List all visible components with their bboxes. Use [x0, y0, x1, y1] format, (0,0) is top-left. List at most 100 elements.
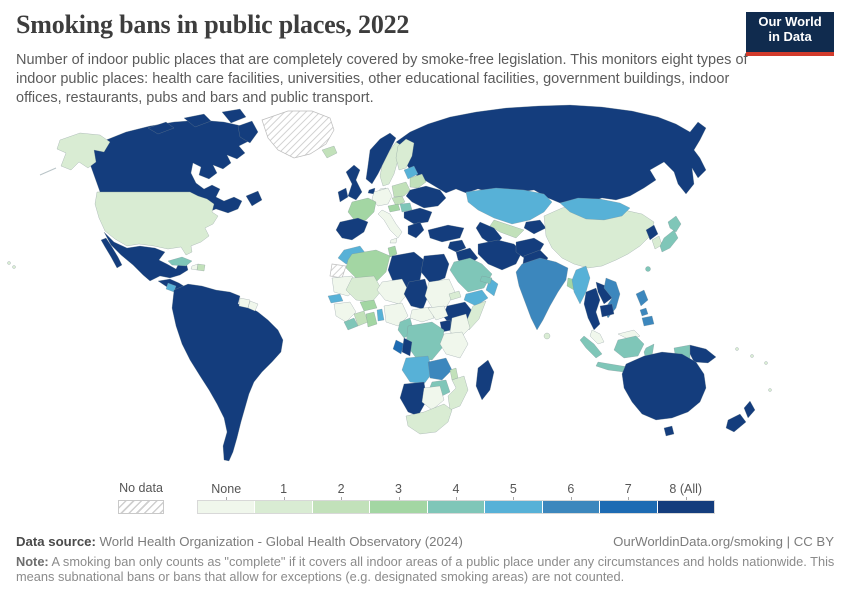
region-south-africa[interactable] [405, 403, 453, 435]
region-syria[interactable] [447, 239, 467, 253]
region-indonesia-kalimantan[interactable] [613, 335, 645, 359]
region-niger[interactable] [376, 278, 410, 305]
region-canada-newfoundland[interactable] [245, 190, 263, 207]
region-philippines-visayas[interactable] [639, 307, 649, 317]
legend-bin[interactable]: 5 [485, 482, 543, 513]
legend-no-data[interactable]: No data [118, 481, 164, 514]
region-sri-lanka[interactable] [543, 332, 551, 340]
region-pacific-4[interactable] [768, 388, 772, 392]
region-somalia[interactable] [466, 300, 487, 331]
region-burkina-faso[interactable] [359, 299, 378, 312]
region-zambia[interactable] [427, 357, 453, 381]
legend-bin[interactable]: 1 [255, 482, 313, 513]
region-japan-north[interactable] [667, 215, 682, 233]
region-australia[interactable] [621, 351, 707, 421]
region-north-korea[interactable] [645, 224, 659, 241]
region-ghana[interactable] [365, 311, 378, 328]
region-drc[interactable] [405, 321, 445, 361]
region-papua-new-guinea[interactable] [689, 344, 717, 364]
region-poland[interactable] [391, 181, 411, 198]
region-congo[interactable] [401, 337, 413, 357]
region-ukraine[interactable] [405, 185, 447, 209]
region-greenland[interactable] [261, 110, 335, 159]
region-iberia[interactable] [335, 217, 369, 241]
region-mongolia[interactable] [559, 197, 631, 221]
region-alaska[interactable] [56, 132, 111, 171]
region-malaysia[interactable] [589, 329, 605, 345]
region-tunisia[interactable] [387, 245, 398, 258]
legend-bin[interactable]: None [198, 482, 256, 513]
region-cambodia[interactable] [599, 303, 615, 318]
region-south-sudan[interactable] [427, 305, 449, 321]
region-myanmar[interactable] [571, 265, 591, 305]
region-mozambique[interactable] [447, 375, 469, 411]
region-india[interactable] [515, 257, 569, 331]
legend-no-data-swatch[interactable] [118, 500, 164, 514]
region-canada-arctic-1[interactable] [147, 121, 175, 135]
region-hawaii-1[interactable] [7, 261, 11, 265]
region-mexico-baja[interactable] [100, 237, 123, 269]
legend-bin[interactable]: 6 [542, 482, 601, 513]
license-link[interactable]: OurWorldinData.org/smoking | CC BY [613, 534, 834, 549]
region-canada-arctic-3[interactable] [221, 108, 247, 124]
region-austria[interactable] [387, 203, 401, 213]
region-greece[interactable] [407, 221, 425, 239]
region-central-african-republic[interactable] [409, 306, 435, 323]
region-angola[interactable] [401, 355, 434, 385]
region-usa[interactable] [94, 191, 219, 256]
region-australia-tasmania[interactable] [663, 425, 675, 437]
region-philippines-luzon[interactable] [635, 289, 649, 307]
region-philippines-mindanao[interactable] [641, 315, 655, 327]
region-saudi-arabia[interactable] [449, 257, 493, 293]
region-uae[interactable] [479, 275, 493, 285]
region-new-zealand-south[interactable] [725, 413, 747, 433]
region-western-sahara[interactable] [329, 263, 347, 279]
region-uk[interactable] [345, 164, 363, 201]
region-russia[interactable] [395, 104, 707, 204]
region-taiwan[interactable] [645, 266, 651, 272]
region-tanzania[interactable] [439, 331, 469, 359]
region-kyrgyzstan-tajikistan[interactable] [523, 219, 547, 235]
region-iran[interactable] [477, 239, 523, 271]
legend-bin[interactable]: 4 [427, 482, 486, 513]
region-yemen[interactable] [463, 289, 489, 307]
region-turkey[interactable] [427, 224, 465, 243]
region-eritrea[interactable] [448, 290, 462, 301]
region-canada-arctic-2[interactable] [183, 113, 212, 128]
region-guinea[interactable] [333, 301, 357, 323]
legend-bin[interactable]: 8 (All) [657, 482, 714, 513]
region-gabon[interactable] [392, 339, 405, 355]
region-japan-south[interactable] [659, 229, 679, 253]
region-senegal[interactable] [327, 293, 344, 304]
region-egypt[interactable] [420, 253, 450, 285]
region-uzbekistan[interactable] [489, 219, 525, 239]
region-madagascar[interactable] [475, 359, 495, 401]
region-balkans[interactable] [403, 207, 433, 225]
legend-bin[interactable]: 7 [600, 482, 658, 513]
region-hawaii-2[interactable] [12, 265, 16, 269]
region-indonesia-sumatra[interactable] [579, 335, 603, 359]
region-belarus[interactable] [409, 173, 427, 189]
legend-bin[interactable]: 2 [312, 482, 371, 513]
region-czechia[interactable] [391, 195, 406, 207]
region-new-zealand-north[interactable] [743, 400, 756, 419]
region-thailand[interactable] [583, 287, 601, 331]
region-pacific-2[interactable] [750, 354, 754, 358]
owid-logo[interactable]: Our World in Data [746, 12, 834, 56]
region-kazakhstan[interactable] [465, 187, 553, 225]
region-pacific-1[interactable] [735, 347, 739, 351]
region-pacific-3[interactable] [764, 361, 768, 365]
region-iceland[interactable] [321, 145, 338, 159]
region-botswana[interactable] [421, 385, 445, 411]
region-italy-sicily[interactable] [389, 237, 398, 244]
region-germany[interactable] [371, 187, 393, 207]
region-france[interactable] [347, 197, 377, 223]
region-cuba[interactable] [167, 256, 193, 267]
region-ireland[interactable] [337, 187, 349, 203]
region-french-guiana[interactable] [247, 300, 259, 312]
region-dominican-republic[interactable] [196, 263, 206, 272]
region-south-america[interactable] [171, 283, 284, 462]
region-baltics[interactable] [403, 165, 419, 180]
legend-bin[interactable]: 3 [370, 482, 428, 513]
region-sweden[interactable] [379, 141, 403, 187]
